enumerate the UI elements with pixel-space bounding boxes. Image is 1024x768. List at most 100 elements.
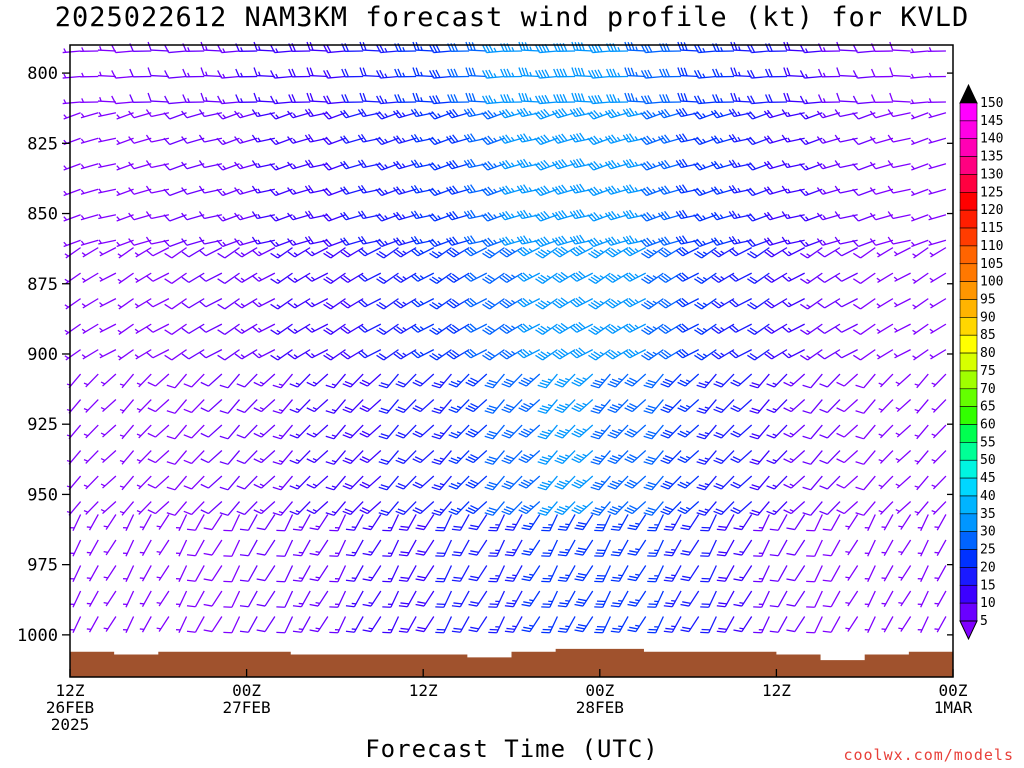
wind-barb xyxy=(534,236,558,248)
wind-barb xyxy=(446,272,470,283)
wind-barb xyxy=(393,323,417,334)
wind-barb xyxy=(802,424,823,440)
wind-barb xyxy=(817,298,841,309)
wind-barb xyxy=(518,399,541,413)
wind-barb xyxy=(287,110,311,119)
wind-barb xyxy=(753,514,770,532)
wind-barb xyxy=(786,565,806,582)
wind-barb xyxy=(660,373,682,388)
wind-barb xyxy=(783,92,805,103)
wind-barb xyxy=(557,539,576,557)
wind-barb xyxy=(551,108,576,119)
wind-barb xyxy=(435,514,453,532)
colorbar-swatch xyxy=(959,334,978,354)
wind-barb xyxy=(289,424,311,439)
wind-barb xyxy=(764,323,788,334)
wind-barb xyxy=(730,92,752,103)
wind-barb xyxy=(186,616,205,633)
wind-barb xyxy=(200,67,222,78)
wind-barb xyxy=(63,214,81,222)
colorbar-swatch xyxy=(959,567,978,586)
wind-barb xyxy=(516,323,541,333)
wind-barb xyxy=(382,514,400,532)
wind-barb xyxy=(876,298,894,309)
wind-barb xyxy=(203,539,223,556)
wind-barb xyxy=(98,111,117,118)
wind-barb xyxy=(716,514,735,531)
wind-barb xyxy=(551,133,576,144)
wind-barb xyxy=(763,160,788,170)
wind-barb xyxy=(393,186,417,195)
wind-barb xyxy=(117,272,134,284)
wind-barb xyxy=(446,349,470,360)
wind-barb xyxy=(86,539,99,557)
wind-barb xyxy=(800,247,823,259)
wind-barb xyxy=(64,298,81,310)
colorbar-swatch xyxy=(959,495,978,515)
wind-barb xyxy=(119,373,135,389)
wind-barb xyxy=(783,475,806,489)
wind-barb xyxy=(183,475,205,490)
wind-barb xyxy=(712,94,735,103)
wind-barb xyxy=(446,185,470,195)
wind-barb xyxy=(251,349,276,359)
wind-barb xyxy=(81,272,99,283)
y-tick-label: 925 xyxy=(27,415,58,435)
wind-barb xyxy=(934,616,947,633)
wind-barb xyxy=(541,565,559,583)
wind-barb xyxy=(287,323,311,334)
wind-barb xyxy=(251,247,276,257)
wind-barb xyxy=(448,424,470,439)
wind-barb xyxy=(448,475,470,490)
wind-barb xyxy=(80,72,99,78)
wind-barb xyxy=(98,188,117,194)
wind-barb xyxy=(119,424,135,440)
wind-barb xyxy=(289,501,311,516)
wind-barb xyxy=(398,590,417,608)
wind-barb xyxy=(234,272,258,283)
wind-barb xyxy=(889,41,911,52)
wind-barb xyxy=(488,616,506,634)
wind-barb xyxy=(276,565,294,583)
wind-barb xyxy=(362,539,382,556)
wind-barb xyxy=(571,424,594,438)
wind-barb xyxy=(147,67,169,78)
wind-barb xyxy=(64,272,81,284)
wind-barb xyxy=(675,235,699,245)
wind-barb xyxy=(822,539,841,557)
wind-barb xyxy=(887,236,911,245)
colorbar-swatch xyxy=(959,227,978,247)
wind-barb xyxy=(465,450,488,464)
wind-barb xyxy=(181,110,205,119)
wind-barb xyxy=(463,348,488,359)
wind-barb xyxy=(345,590,364,608)
wind-barb xyxy=(289,450,311,465)
x-tick-label: 27FEB xyxy=(223,698,271,717)
wind-barb xyxy=(62,73,81,79)
wind-barb xyxy=(415,565,435,582)
wind-barb xyxy=(435,565,453,583)
wind-barb xyxy=(394,68,417,78)
wind-barb xyxy=(554,399,576,414)
wind-barb xyxy=(658,349,682,360)
wind-barb xyxy=(783,501,806,515)
wind-barb xyxy=(552,348,576,360)
wind-barb xyxy=(733,539,753,556)
wind-barb xyxy=(253,373,276,387)
wind-barb xyxy=(145,323,170,333)
wind-barb xyxy=(521,539,541,556)
wind-barb xyxy=(186,514,205,531)
colorbar-label: 20 xyxy=(980,560,996,575)
wind-barb xyxy=(139,514,152,531)
colorbar-label: 10 xyxy=(980,596,996,611)
wind-barb xyxy=(749,450,770,465)
wind-barb xyxy=(504,539,523,557)
wind-barb xyxy=(660,399,682,414)
wind-barb xyxy=(516,235,540,245)
colorbar-label: 80 xyxy=(980,346,996,361)
wind-barb xyxy=(764,298,788,309)
colorbar-bottom-arrow xyxy=(959,620,978,641)
wind-barb xyxy=(481,69,505,79)
colorbar-swatch xyxy=(959,531,978,550)
wind-barb xyxy=(136,399,152,413)
